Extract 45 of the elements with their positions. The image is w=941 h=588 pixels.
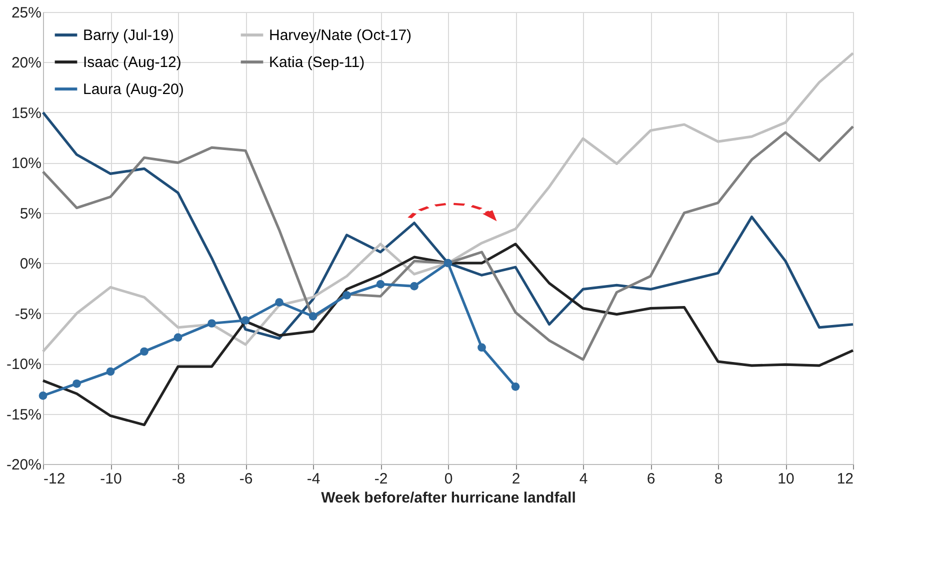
- point: [444, 258, 452, 268]
- x-tick-label: 0: [444, 470, 453, 488]
- y-tick-label: 15%: [11, 104, 42, 122]
- x-axis-title: Week before/after hurricane landfall: [321, 490, 576, 506]
- y-tick-label: 5%: [20, 205, 42, 222]
- y-tick-label: 10%: [11, 155, 42, 172]
- legend-label: Laura (Aug-20): [83, 81, 184, 98]
- x-tick-label: 8: [714, 470, 723, 488]
- x-tick-label: -12: [44, 470, 66, 488]
- y-tick-label: 0%: [20, 256, 42, 273]
- y-tick-label: -20%: [6, 456, 42, 474]
- point: [241, 316, 250, 325]
- point: [308, 312, 318, 321]
- point: [174, 333, 182, 342]
- point: [376, 280, 385, 288]
- point: [511, 382, 520, 391]
- x-tick-label: -10: [100, 470, 122, 488]
- legend-label: Isaac (Aug-12): [83, 54, 182, 71]
- point: [72, 379, 81, 388]
- point: [275, 298, 284, 306]
- x-tick-label: 2: [512, 470, 520, 488]
- legend-label: Katia (Sep-11): [269, 54, 365, 71]
- point: [106, 367, 115, 376]
- point: [410, 282, 418, 290]
- point: [140, 347, 148, 356]
- y-tick-label: 25%: [11, 4, 42, 22]
- x-tick-label: -4: [306, 470, 320, 488]
- x-tick-label: -8: [172, 470, 186, 488]
- legend-label: Harvey/Nate (Oct-17): [269, 27, 412, 44]
- point: [208, 319, 216, 328]
- line-series: [42, 242, 854, 426]
- x-tick-label: 10: [778, 470, 794, 488]
- point: [38, 392, 48, 400]
- y-tick-label: -10%: [6, 356, 42, 374]
- y-tick-label: -15%: [6, 406, 42, 424]
- x-tick-label: 4: [579, 470, 588, 488]
- y-tick-label: 20%: [11, 54, 42, 72]
- x-tick-label: -6: [239, 470, 253, 488]
- x-tick-label: -2: [374, 470, 388, 488]
- y-tick-label: -5%: [14, 306, 42, 323]
- point: [478, 343, 486, 352]
- point: [342, 291, 351, 300]
- legend-label: Barry (Jul-19): [83, 27, 174, 44]
- x-tick-label: 12: [836, 470, 854, 488]
- x-tick-label: 6: [646, 470, 656, 488]
